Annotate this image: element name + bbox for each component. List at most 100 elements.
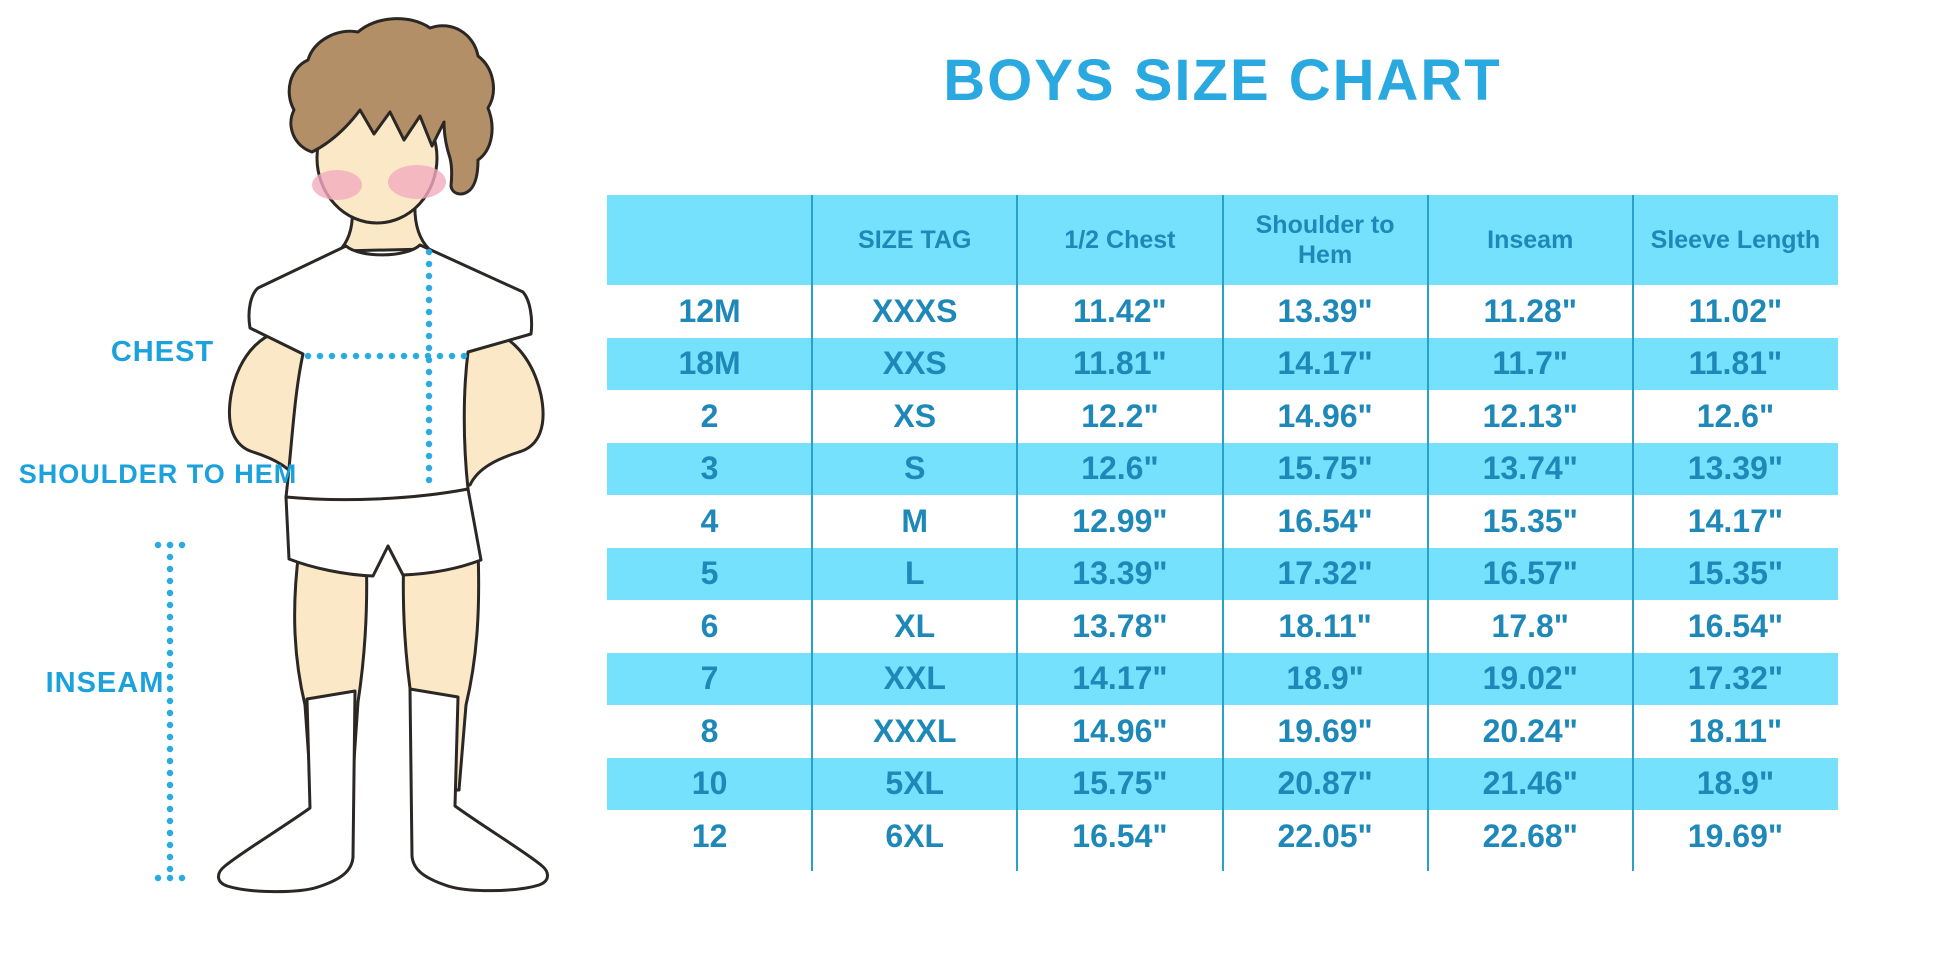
table-cell: 14.17" (1222, 337, 1428, 390)
table-row: 10 5XL 15.75" 20.87" 21.46" 18.9" (607, 757, 1838, 810)
row-label: 8 (700, 712, 719, 749)
row-label: 7 (607, 652, 813, 705)
table-row: 7 XXL 14.17" 18.9" 19.02" 17.32" (607, 652, 1838, 705)
table-cell: 14.96" (1072, 712, 1168, 749)
column-divider (1016, 195, 1019, 871)
table-cell: 13.78" (1072, 607, 1168, 644)
table-cell: XXXL (872, 712, 957, 749)
table-cell: 22.05" (1277, 817, 1373, 854)
column-divider (1631, 195, 1634, 871)
row-label: 6 (700, 607, 719, 644)
table-cell: 16.54" (1687, 607, 1784, 644)
table-row: 12 6XL 16.54" 22.05" 22.68" 19.69" (607, 810, 1838, 863)
table-cell: 16.57" (1427, 547, 1633, 600)
table-row: 2 XS 12.2" 14.96" 12.13" 12.6" (607, 390, 1838, 443)
table-row: 8 XXXL 14.96" 19.69" 20.24" 18.11" (607, 705, 1838, 758)
header-cell-empty (607, 195, 813, 285)
row-label: 12M (678, 292, 741, 329)
table-cell: 11.81" (1632, 337, 1838, 390)
label-inseam: INSEAM (45, 667, 165, 699)
table-cell: 19.69" (1687, 817, 1784, 854)
column-divider (811, 195, 814, 871)
table-cell: 12.99" (1072, 502, 1168, 539)
table-cell: 17.32" (1632, 652, 1838, 705)
header-cell-inseam: Inseam (1427, 195, 1633, 285)
table-cell: 11.42" (1073, 292, 1167, 329)
table-cell: XS (893, 397, 937, 434)
header-cell-size-tag: SIZE TAG (812, 195, 1018, 285)
boy-shirt (247, 243, 534, 502)
table-row: 4 M 12.99" 16.54" 15.35" 14.17" (607, 495, 1838, 548)
table-cell: 17.8" (1491, 607, 1569, 644)
table-cell: 5XL (812, 757, 1018, 810)
size-table: SIZE TAG 1/2 Chest Shoulder to Hem Insea… (607, 195, 1838, 871)
table-cell: 12.13" (1482, 397, 1578, 434)
boy-socks (217, 687, 549, 894)
table-cell: 6XL (885, 817, 945, 854)
row-label: 4 (700, 502, 719, 539)
table-cell: 15.35" (1632, 547, 1838, 600)
table-cell: 12.2" (1081, 397, 1159, 434)
table-cell: XXXS (872, 292, 958, 329)
table-cell: 20.24" (1482, 712, 1578, 749)
row-label: 2 (700, 397, 719, 434)
table-header-row: SIZE TAG 1/2 Chest Shoulder to Hem Insea… (607, 195, 1838, 285)
column-divider (1221, 195, 1224, 871)
table-cell: 11.81" (1017, 337, 1223, 390)
table-cell: 18.11" (1278, 607, 1372, 644)
boy-blush-right (388, 165, 446, 199)
row-label: 5 (607, 547, 813, 600)
header-cell-shoulder-hem: Shoulder to Hem (1222, 195, 1428, 285)
table-row: 5 L 13.39" 17.32" 16.57" 15.35" (607, 547, 1838, 600)
table-cell: 13.39" (1277, 292, 1373, 329)
boy-illustration (154, 17, 549, 894)
table-cell: 12.6" (1696, 397, 1775, 434)
table-cell: 18.11" (1688, 712, 1783, 749)
table-cell: M (901, 502, 929, 539)
page-title: BOYS SIZE CHART (943, 48, 1502, 113)
table-cell: 18.9" (1632, 757, 1838, 810)
measurement-dotted-lines (154, 248, 471, 882)
table-cell: 12.6" (1017, 442, 1223, 495)
table-cell: 15.35" (1482, 502, 1578, 539)
table-cell: 16.54" (1072, 817, 1168, 854)
table-cell: 22.68" (1482, 817, 1578, 854)
table-cell: L (812, 547, 1018, 600)
table-cell: 11.02" (1688, 292, 1783, 329)
table-cell: 14.17" (1017, 652, 1223, 705)
column-divider (1426, 195, 1429, 871)
table-cell: 15.75" (1222, 442, 1428, 495)
header-cell-half-chest: 1/2 Chest (1017, 195, 1223, 285)
boy-shorts (284, 487, 483, 578)
table-cell: 20.87" (1222, 757, 1428, 810)
table-cell: 19.02" (1427, 652, 1633, 705)
table-cell: 13.74" (1427, 442, 1633, 495)
table-cell: 16.54" (1277, 502, 1373, 539)
table-cell: 15.75" (1017, 757, 1223, 810)
row-label: 18M (607, 337, 813, 390)
table-row: 18M XXS 11.81" 14.17" 11.7" 11.81" (607, 337, 1838, 390)
table-row: 3 S 12.6" 15.75" 13.74" 13.39" (607, 442, 1838, 495)
row-label: 12 (691, 817, 728, 854)
table-row: 6 XL 13.78" 18.11" 17.8" 16.54" (607, 600, 1838, 653)
table-cell: 19.69" (1277, 712, 1373, 749)
table-cell: 14.17" (1687, 502, 1784, 539)
table-cell: 11.7" (1427, 337, 1633, 390)
table-cell: S (812, 442, 1018, 495)
table-cell: 17.32" (1222, 547, 1428, 600)
boy-blush-left (312, 170, 362, 200)
table-cell: 14.96" (1277, 397, 1373, 434)
table-cell: 18.9" (1222, 652, 1428, 705)
table-cell: 21.46" (1427, 757, 1633, 810)
table-cell: XXS (812, 337, 1018, 390)
table-cell: 13.39" (1632, 442, 1838, 495)
table-cell: XXL (812, 652, 1018, 705)
table-cell: 13.39" (1017, 547, 1223, 600)
label-shoulder-to-hem: SHOULDER TO HEM (18, 459, 298, 489)
size-table-body: 12M XXXS 11.42" 13.39" 11.28" 11.02" 18M XXS 11… (607, 285, 1838, 863)
table-row: 12M XXXS 11.42" 13.39" 11.28" 11.02" (607, 285, 1838, 338)
row-label: 10 (607, 757, 813, 810)
table-cell: XL (894, 607, 936, 644)
row-label: 3 (607, 442, 813, 495)
